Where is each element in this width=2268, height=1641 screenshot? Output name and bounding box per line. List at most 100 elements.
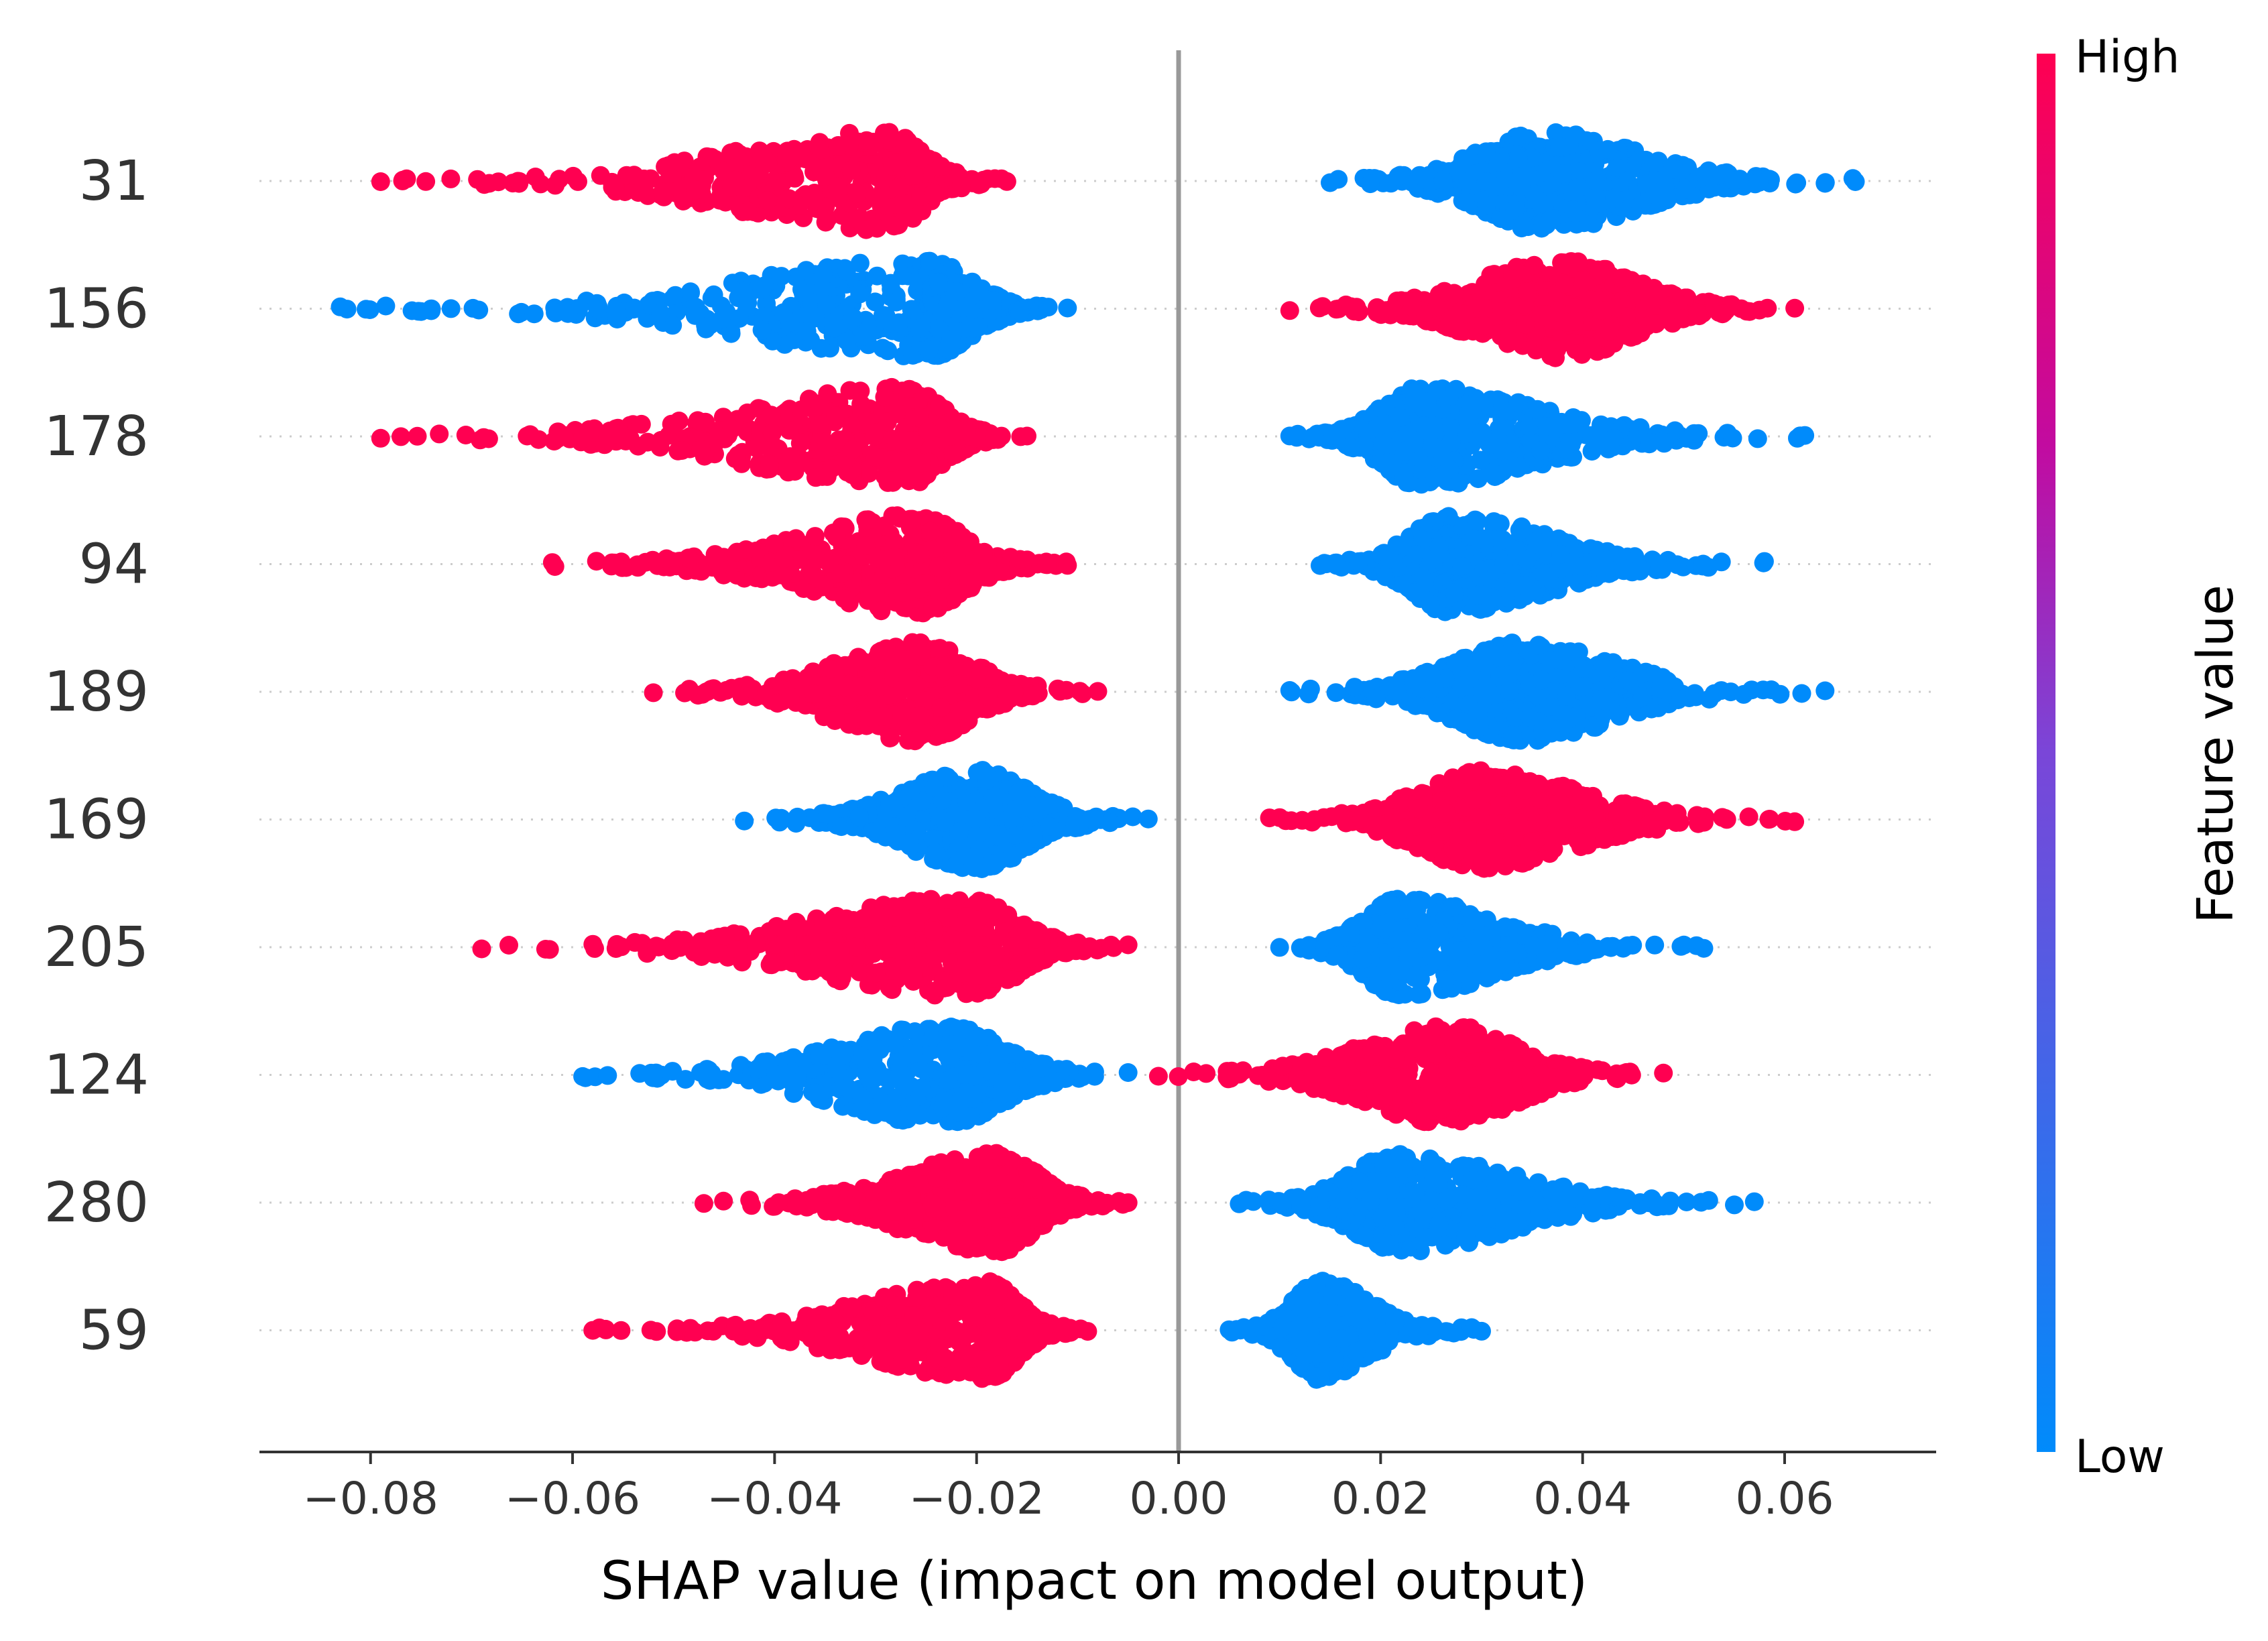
shap-dot: [672, 441, 691, 460]
shap-dot: [823, 660, 842, 679]
shap-dot: [910, 545, 929, 564]
shap-dot: [949, 675, 968, 694]
shap-dot: [868, 267, 886, 286]
shap-dot: [850, 285, 869, 304]
shap-dot: [857, 536, 876, 555]
shap-dot: [1586, 172, 1605, 190]
shap-dot: [588, 294, 607, 313]
shap-dot: [857, 131, 876, 150]
shap-dot: [723, 178, 741, 197]
shap-dot: [947, 282, 965, 301]
shap-dot: [398, 170, 416, 188]
shap-dot: [737, 540, 756, 559]
feature-row-94: [543, 506, 1774, 622]
shap-dot: [1327, 554, 1346, 572]
shap-dot: [1724, 172, 1743, 190]
shap-dot: [1280, 426, 1299, 445]
shap-dot: [1089, 682, 1108, 701]
shap-dot: [852, 677, 871, 696]
shap-dot: [1542, 209, 1561, 228]
shap-dot: [816, 168, 835, 186]
shap-dot: [906, 731, 924, 750]
shap-dot: [762, 406, 780, 424]
shap-dot: [1452, 556, 1471, 575]
shap-dot: [804, 684, 823, 703]
shap-dot: [1481, 265, 1500, 284]
shap-dot: [1427, 298, 1446, 316]
feature-guide-lines: [259, 181, 1936, 1331]
shap-dot: [361, 300, 379, 319]
shap-dot: [774, 303, 793, 322]
shap-dot: [888, 153, 906, 172]
shap-dot: [774, 550, 793, 568]
shap-dot: [1511, 127, 1530, 145]
shap-dot: [1038, 555, 1057, 574]
shap-dot: [738, 294, 757, 312]
shap-dot: [780, 189, 798, 208]
shap-dot: [1361, 174, 1380, 193]
shap-dot: [1734, 685, 1753, 704]
shap-dot: [625, 166, 644, 184]
shap-dot: [952, 176, 971, 194]
shap-dot: [786, 529, 805, 548]
shap-dot: [835, 589, 853, 608]
shap-dot: [1815, 174, 1834, 193]
shap-dot: [939, 715, 957, 734]
shap-dot: [829, 137, 847, 156]
shap-dot: [798, 322, 817, 341]
shap-dot: [1528, 400, 1547, 419]
shap-dot: [931, 639, 949, 658]
shap-dot: [1608, 158, 1626, 177]
shap-dot: [916, 574, 935, 593]
beeswarm-dots: [331, 123, 1865, 1389]
shap-dot: [772, 267, 791, 286]
shap-dot: [901, 431, 920, 450]
shap-dot: [416, 172, 435, 191]
shap-dot: [1502, 331, 1520, 350]
shap-dot: [722, 420, 741, 438]
shap-dot: [932, 302, 951, 321]
shap-dot: [1663, 160, 1682, 179]
shap-dot: [815, 575, 834, 594]
shap-dot: [1303, 428, 1322, 446]
feature-row-31: [371, 123, 1865, 239]
shap-dot: [687, 180, 705, 199]
shap-dot: [722, 679, 741, 698]
shap-dot: [1473, 586, 1492, 605]
shap-dot: [768, 694, 787, 713]
shap-dot: [1565, 312, 1584, 330]
shap-dot: [910, 150, 929, 169]
shap-dot: [1349, 552, 1368, 571]
shap-dot: [1638, 174, 1657, 193]
shap-dot: [881, 729, 900, 747]
shap-dot: [929, 558, 948, 576]
shap-dot: [1452, 155, 1471, 174]
shap-dot: [753, 280, 772, 299]
shap-dot: [854, 327, 873, 346]
shap-dot: [1657, 186, 1675, 204]
shap-dot: [932, 157, 951, 176]
shap-dot: [825, 319, 843, 338]
shap-dot: [1378, 453, 1396, 472]
shap-dot: [1421, 595, 1440, 614]
shap-dot: [475, 175, 493, 194]
shap-dot: [1058, 556, 1077, 574]
shap-dot: [1039, 298, 1058, 316]
shap-dot: [392, 427, 410, 446]
shap-dot: [1484, 512, 1503, 531]
shap-dot: [957, 422, 976, 441]
shap-dot: [1605, 189, 1624, 208]
shap-dot: [1004, 685, 1022, 704]
shap-dot: [1540, 568, 1559, 587]
shap-dot: [760, 455, 779, 474]
shap-dot: [510, 172, 529, 191]
shap-dot: [1299, 684, 1318, 703]
shap-dot: [1785, 299, 1804, 318]
shap-dot: [1472, 422, 1491, 441]
shap-dot: [1490, 177, 1508, 196]
shap-dot: [817, 213, 835, 232]
shap-dot: [608, 310, 627, 328]
shap-dot: [692, 562, 711, 581]
shap-dot: [929, 273, 948, 292]
